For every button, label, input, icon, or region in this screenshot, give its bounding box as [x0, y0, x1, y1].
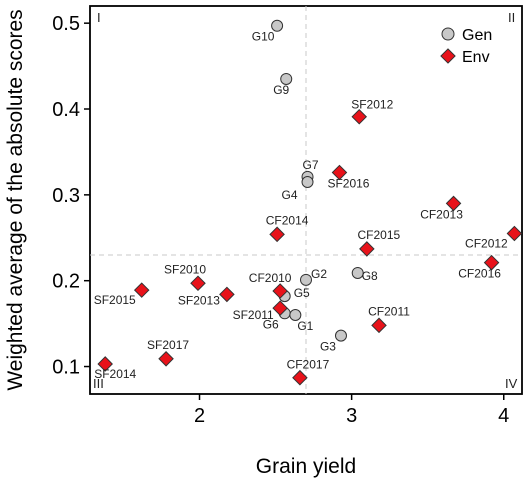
point-label-G6: G6 [263, 317, 279, 331]
quadrant-label-2: II [508, 10, 515, 25]
env-point-CF2013 [445, 195, 462, 212]
x-axis-title: Grain yield [256, 455, 356, 478]
point-label-SF2012: SF2012 [351, 98, 393, 112]
gen-point-G1 [289, 309, 302, 322]
reference-lines [90, 6, 522, 394]
legend-env-label: Env [462, 49, 490, 66]
legend-gen-label: Gen [462, 27, 492, 44]
point-label-SF2016: SF2016 [327, 177, 369, 191]
point-label-CF2014: CF2014 [266, 213, 309, 227]
y-tick-label-4: 0.5 [52, 13, 80, 35]
quadrant-label-1: I [97, 10, 101, 25]
point-label-SF2017: SF2017 [147, 338, 189, 352]
point-label-SF2015: SF2015 [94, 293, 136, 307]
point-label-CF2013: CF2013 [420, 207, 463, 221]
env-point-CF2015 [359, 241, 375, 257]
point-label-G3: G3 [320, 340, 336, 354]
legend-env-marker [440, 48, 456, 64]
point-label-G2: G2 [311, 267, 327, 281]
axis-ticks: 2 3 4 0.1 0.2 0.3 0.4 0.5 [52, 13, 509, 427]
point-labels: G10 G9 G7 G4 G2 G8 G5 G6 G1 G3 SF2012 SF2016 CF2013 C… [94, 30, 508, 381]
point-label-CF2012: CF2012 [465, 236, 508, 250]
gen-point-G8 [351, 266, 364, 279]
point-label-CF2015: CF2015 [357, 228, 400, 242]
y-tick-label-3: 0.4 [52, 99, 80, 121]
y-axis-title: Weighted average of the absolute scores [4, 9, 27, 390]
env-point-SF2017 [158, 351, 174, 367]
point-label-CF2017: CF2017 [287, 358, 330, 372]
env-point-SF2014 [97, 356, 113, 372]
quadrant-labels: I II III IV [93, 10, 518, 391]
env-point-SF2012 [351, 108, 368, 125]
point-label-G4: G4 [282, 188, 298, 202]
env-point-CF2011 [371, 317, 387, 334]
y-tick-label-0: 0.1 [52, 357, 80, 379]
gen-point-G2 [300, 273, 312, 286]
x-tick-label-2: 4 [498, 405, 509, 427]
gen-point-G9 [280, 72, 293, 85]
env-point-SF2011 [272, 300, 288, 316]
env-point-SF2010 [190, 275, 206, 292]
markers [97, 19, 523, 386]
env-point-SF2013 [219, 286, 235, 303]
x-tick-label-1: 3 [346, 405, 357, 427]
quadrant-label-4: IV [505, 376, 518, 391]
env-point-CF2014 [269, 226, 285, 243]
env-point-CF2012 [506, 225, 523, 242]
gen-point-G10 [271, 19, 284, 32]
point-label-G5: G5 [294, 286, 310, 300]
data-points: G10 G9 G7 G4 G2 G8 G5 G6 G1 G3 SF2012 SF2016 CF2013 C… [94, 19, 523, 386]
x-tick-label-0: 2 [194, 405, 205, 427]
point-label-CF2016: CF2016 [458, 267, 501, 281]
point-label-G7: G7 [303, 158, 319, 172]
point-label-SF2013: SF2013 [178, 293, 220, 307]
point-label-G1: G1 [297, 319, 313, 333]
legend: Gen Env [440, 27, 492, 66]
legend-gen-marker [441, 27, 455, 41]
point-label-G10: G10 [252, 30, 275, 44]
y-tick-label-2: 0.3 [52, 185, 80, 207]
quadrant-label-3: III [93, 376, 104, 391]
point-label-CF2011: CF2011 [368, 304, 410, 318]
gen-point-G4 [301, 175, 314, 188]
env-point-CF2010 [272, 283, 288, 299]
env-point-SF2015 [133, 282, 150, 298]
point-label-G8: G8 [362, 269, 378, 283]
point-label-SF2010: SF2010 [164, 262, 206, 276]
env-point-CF2016 [483, 254, 500, 271]
point-label-G9: G9 [273, 83, 289, 97]
y-tick-label-1: 0.2 [52, 271, 80, 293]
point-label-CF2010: CF2010 [249, 271, 292, 285]
env-point-CF2017 [292, 369, 308, 386]
point-label-SF2014: SF2014 [94, 367, 136, 381]
gen-point-G3 [334, 329, 347, 342]
point-label-SF2011: SF2011 [233, 308, 274, 322]
env-point-SF2016 [331, 164, 348, 181]
